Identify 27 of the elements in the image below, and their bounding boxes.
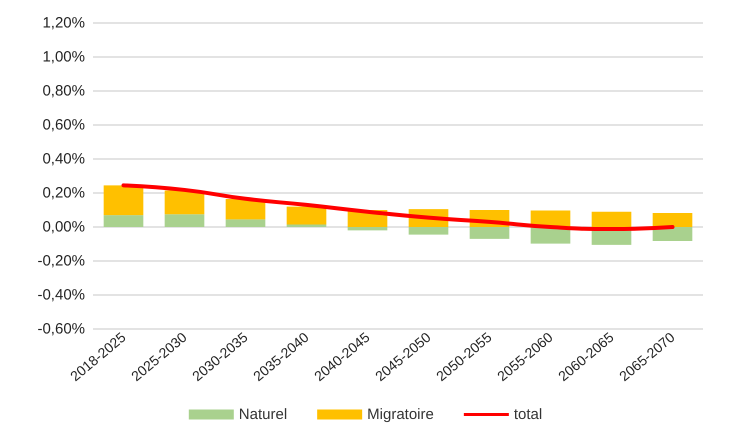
bar [592,212,632,227]
legend-label: total [514,406,542,423]
y-tick-label: 1,20% [42,14,85,32]
legend-label: Migratoire [367,406,434,423]
legend-label: Naturel [238,406,288,423]
y-tick-label: -0,40% [37,286,85,304]
y-tick-label: 0,20% [42,184,85,202]
y-tick-label: 0,40% [42,150,85,168]
bar [652,213,692,227]
y-tick-label: 0,60% [42,116,85,134]
y-tick-label: 0,80% [42,82,85,100]
bar [164,214,204,227]
bar [348,227,388,230]
bar [226,198,266,220]
y-tick-label: 1,00% [42,48,85,66]
bar [104,215,144,227]
y-tick-label: -0,20% [37,252,85,270]
bar [226,219,266,227]
bar [652,227,692,241]
line-series [122,183,674,232]
bar [286,224,326,227]
y-tick-label: 0,00% [42,218,85,236]
bar [164,190,204,214]
bar [104,185,144,216]
bar [470,227,510,239]
bar [408,227,448,235]
bar [286,206,326,224]
